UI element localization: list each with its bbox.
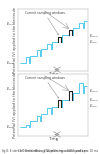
Text: $E_{min}$: $E_{min}$ [89,38,98,46]
Text: $t_s$: $t_s$ [55,137,59,144]
Text: Current sampling windows: Current sampling windows [25,76,65,98]
X-axis label: Time: Time [48,137,58,141]
Text: $E_{max}$: $E_{max}$ [89,33,99,40]
Text: $E_{max}$: $E_{max}$ [89,96,99,103]
Text: $E_{start}$: $E_{start}$ [6,59,16,67]
Text: $E_{max}$: $E_{max}$ [89,88,99,95]
Text: (a) constant superimposed pulses: (a) constant superimposed pulses [20,84,86,88]
Text: $t_s$: $t_s$ [55,72,59,79]
Text: $E_{start}$: $E_{start}$ [6,124,16,131]
Text: $E_{final}$: $E_{final}$ [6,21,16,28]
X-axis label: Time: Time [48,72,58,76]
Y-axis label: Potential (V) applied to the electrode: Potential (V) applied to the electrode [13,72,17,138]
Text: $E_{final}$: $E_{final}$ [6,85,16,93]
Text: (b) increasing superimposed pulses: (b) increasing superimposed pulses [18,149,88,153]
Y-axis label: Potential (V) applied to the electrode: Potential (V) applied to the electrode [13,7,17,73]
Text: fig 8: E start = 0.0 mV, dE s = 2/50 mV/s, t p = 0.05 s and t p = 10 ms: fig 8: E start = 0.0 mV, dE s = 2/50 mV/… [2,149,98,153]
Text: $E_{min}$: $E_{min}$ [89,103,98,110]
Text: Current sampling windows: Current sampling windows [25,11,65,35]
